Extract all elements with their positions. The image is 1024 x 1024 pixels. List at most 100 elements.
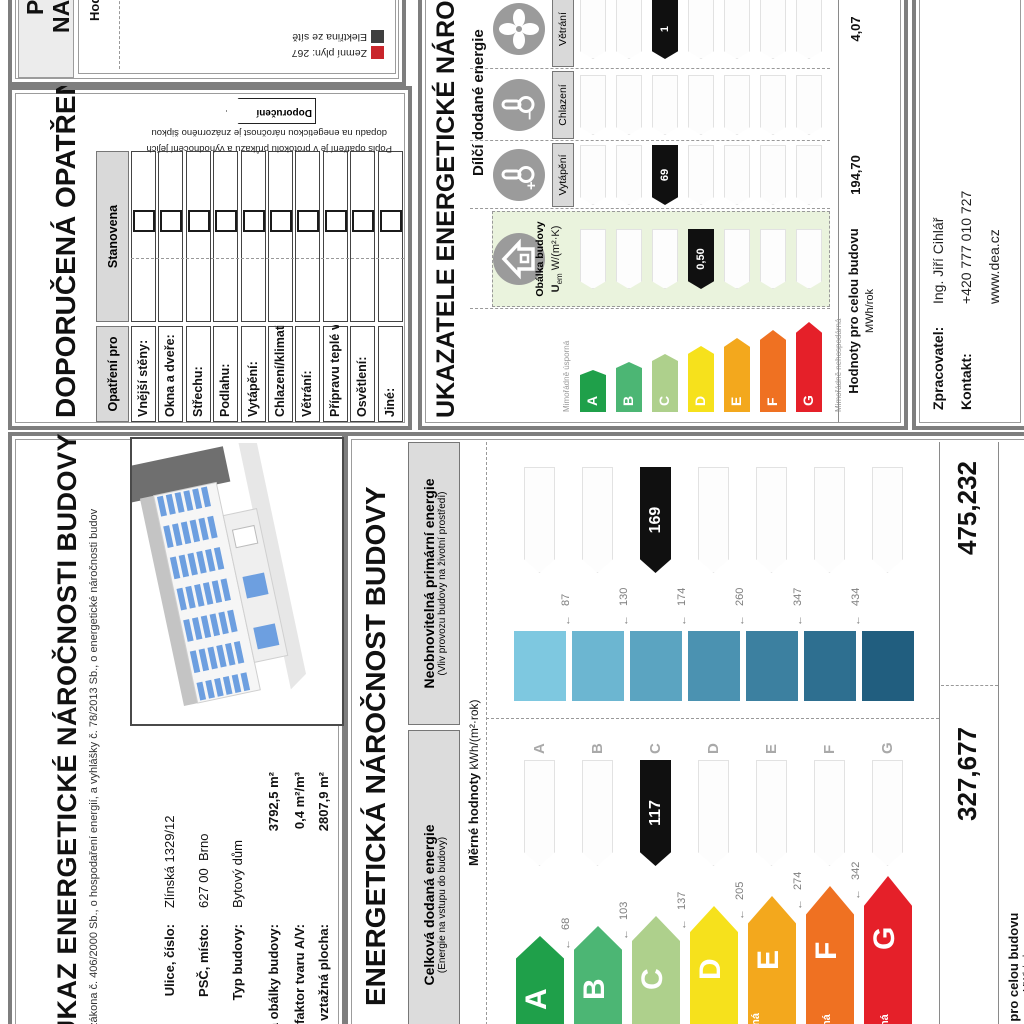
delivered-energy-class-slot bbox=[582, 760, 613, 866]
column-dashed-divider bbox=[470, 140, 830, 141]
prukaz-panel: PRŮKAZ ENERGETICKÉ NÁROČNOSTI BUDOVY pod… bbox=[8, 423, 346, 1024]
boundary-value-right: 260 bbox=[734, 587, 746, 606]
scale-arrow-E: E bbox=[724, 338, 750, 412]
measure-label: Vytápění: bbox=[245, 361, 260, 417]
primary-energy-class-slot bbox=[872, 467, 903, 573]
measure-checkbox bbox=[324, 210, 347, 232]
indicator-column-header: Vytápění bbox=[552, 143, 574, 207]
measure-checkbox bbox=[242, 210, 265, 232]
boundary-value-left: 205 bbox=[734, 881, 746, 900]
indicator-slot bbox=[760, 75, 786, 135]
delivered-energy-value-arrow: 117 bbox=[640, 760, 671, 866]
boundary-value-right: 87 bbox=[560, 593, 572, 606]
measure-checkbox bbox=[187, 210, 210, 232]
measure-checkbox bbox=[270, 210, 292, 232]
indicators-panel: UKAZATELE ENERGETICKÉ NÁROČNOSTI BUDOVY … bbox=[418, 0, 908, 430]
contact-value: www.dea.cz bbox=[986, 229, 1002, 304]
svg-text:−: − bbox=[522, 111, 539, 120]
info-label: Ulice, číslo: bbox=[162, 924, 177, 997]
indicator-slot bbox=[580, 75, 606, 135]
boundary-value-right: 434 bbox=[850, 587, 862, 606]
scale-caption-top: Mimořádně úsporná bbox=[562, 340, 571, 412]
scale-arrow-G: G bbox=[796, 322, 822, 412]
measure-checkbox bbox=[297, 210, 320, 232]
boundary-arrow: ← bbox=[851, 889, 863, 900]
indicator-value-arrow-2: 69 bbox=[652, 145, 678, 205]
info-label: Objemový faktor tvaru A/V: bbox=[292, 924, 307, 1024]
class-arrow-description: Velmi nehospodárná bbox=[808, 1020, 834, 1024]
boundary-arrow: ← bbox=[677, 919, 689, 930]
boundary-value-left: 342 bbox=[850, 861, 862, 880]
row-letter: E bbox=[763, 743, 780, 754]
info-label: Plocha obálky budovy: bbox=[266, 924, 281, 1024]
row-letter: A bbox=[531, 743, 548, 754]
recommended-measures-panel: DOPORUČENÁ OPATŘENÍ Opatření pro Stanove… bbox=[8, 67, 412, 430]
uem-symbol: U bbox=[550, 284, 562, 293]
scale-arrow-D: D bbox=[688, 346, 714, 412]
carriers-content-box: Hodnoty pro celou budovu Elektřina ze sí… bbox=[78, 0, 396, 74]
scale-arrow-letter: D bbox=[692, 395, 708, 406]
class-arrow-description: Mimořádně nehospodárná bbox=[866, 1020, 892, 1024]
class-arrow-description: Mimořádně úsporná bbox=[518, 1020, 544, 1024]
boundary-arrow: ← bbox=[793, 899, 805, 910]
carriers-box-label: Hodnoty pro celou budovu bbox=[87, 0, 102, 21]
measure-status-cell bbox=[131, 151, 156, 322]
boundary-arrow: ← bbox=[561, 615, 573, 626]
measure-label: Osvětlení: bbox=[355, 356, 370, 417]
column-dashed-divider bbox=[470, 308, 830, 309]
indicator-column-header: Obálka budovy bbox=[534, 221, 546, 297]
total-primary-energy-value: 475,232 bbox=[952, 461, 982, 555]
measure-checkbox bbox=[215, 210, 238, 232]
primary-energy-class-slot bbox=[814, 467, 845, 573]
info-label: Typ budovy: bbox=[230, 924, 245, 1001]
indicator-slot bbox=[616, 0, 642, 59]
doporuceni-tab: Doporučení bbox=[226, 98, 316, 124]
primary-energy-value-arrow: 169 bbox=[640, 467, 671, 573]
indicators-totals-line bbox=[838, 0, 839, 422]
uem-subscript: em bbox=[555, 273, 564, 285]
scale-arrow-letter: A bbox=[584, 395, 600, 406]
legend-swatch bbox=[371, 30, 384, 43]
contact-value: +420 777 010 727 bbox=[958, 190, 974, 304]
class-arrow-description: Velmi úsporná bbox=[576, 1020, 602, 1024]
info-value: 0,4 m²/m³ bbox=[292, 772, 307, 830]
indicator-column-header: Chlazení bbox=[552, 71, 574, 139]
measure-status-cell bbox=[377, 151, 403, 322]
delivered-energy-class-slot bbox=[756, 760, 787, 866]
row-letter: C bbox=[647, 743, 664, 754]
measure-status-cell bbox=[213, 151, 239, 322]
indicator-value-arrow-1: 0,50 bbox=[688, 229, 714, 289]
uem-label: Uem W/(m²·K) bbox=[550, 211, 564, 307]
measures-note-line1: Popis opatření je v protokolu průkazu a … bbox=[146, 143, 392, 154]
boundary-arrow: ← bbox=[851, 615, 863, 626]
class-arrow-C: Úsporná C bbox=[632, 916, 680, 1024]
prukaz-subtitle: podle zákona č. 406/2000 Sb., o hospodař… bbox=[88, 508, 100, 1024]
author-contact-panel: Zpracovatel: Ing. Jiří Cihlář Kontakt: +420… bbox=[912, 0, 1024, 430]
delivered-energy-class-slot bbox=[698, 760, 729, 866]
energy-class-chart-panel: ENERGETICKÁ NÁROČNOST BUDOVY Celková dod… bbox=[344, 432, 1024, 1024]
legend-label: Zemní plyn: 267 bbox=[291, 47, 367, 59]
measure-checkbox bbox=[379, 210, 402, 232]
row-letter: B bbox=[589, 743, 606, 754]
measure-status-cell bbox=[240, 151, 266, 322]
row-letter: F bbox=[821, 744, 838, 754]
thermometer-plus-icon: + bbox=[492, 148, 546, 202]
total-delivered-energy-value: 327,677 bbox=[952, 727, 982, 821]
column-dashed-divider bbox=[470, 208, 830, 209]
primary-energy-scale-square bbox=[746, 631, 798, 701]
fan-icon bbox=[492, 2, 546, 56]
measure-status-cell bbox=[158, 151, 184, 322]
totals-row-label: Hodnoty pro celou budovu bbox=[1006, 912, 1021, 1024]
info-value: 3792,5 m² bbox=[266, 772, 281, 832]
legend-swatch bbox=[371, 46, 384, 59]
delivered-energy-class-slot bbox=[872, 760, 903, 866]
building-image-box bbox=[99, 423, 344, 726]
primary-energy-scale-square bbox=[862, 631, 914, 701]
energy-carriers-panel: PODÍL ENERGONOSITELŮ NA DODANÉ ENERGII H… bbox=[8, 0, 406, 86]
contact-label: Kontakt: bbox=[958, 353, 974, 410]
class-arrow-F: Velmi nehospodárná F bbox=[806, 886, 854, 1024]
carriers-dashed-line bbox=[119, 0, 120, 69]
class-arrow-G: Mimořádně nehospodárná G bbox=[864, 876, 912, 1024]
class-arrow-letter: F bbox=[810, 941, 843, 960]
